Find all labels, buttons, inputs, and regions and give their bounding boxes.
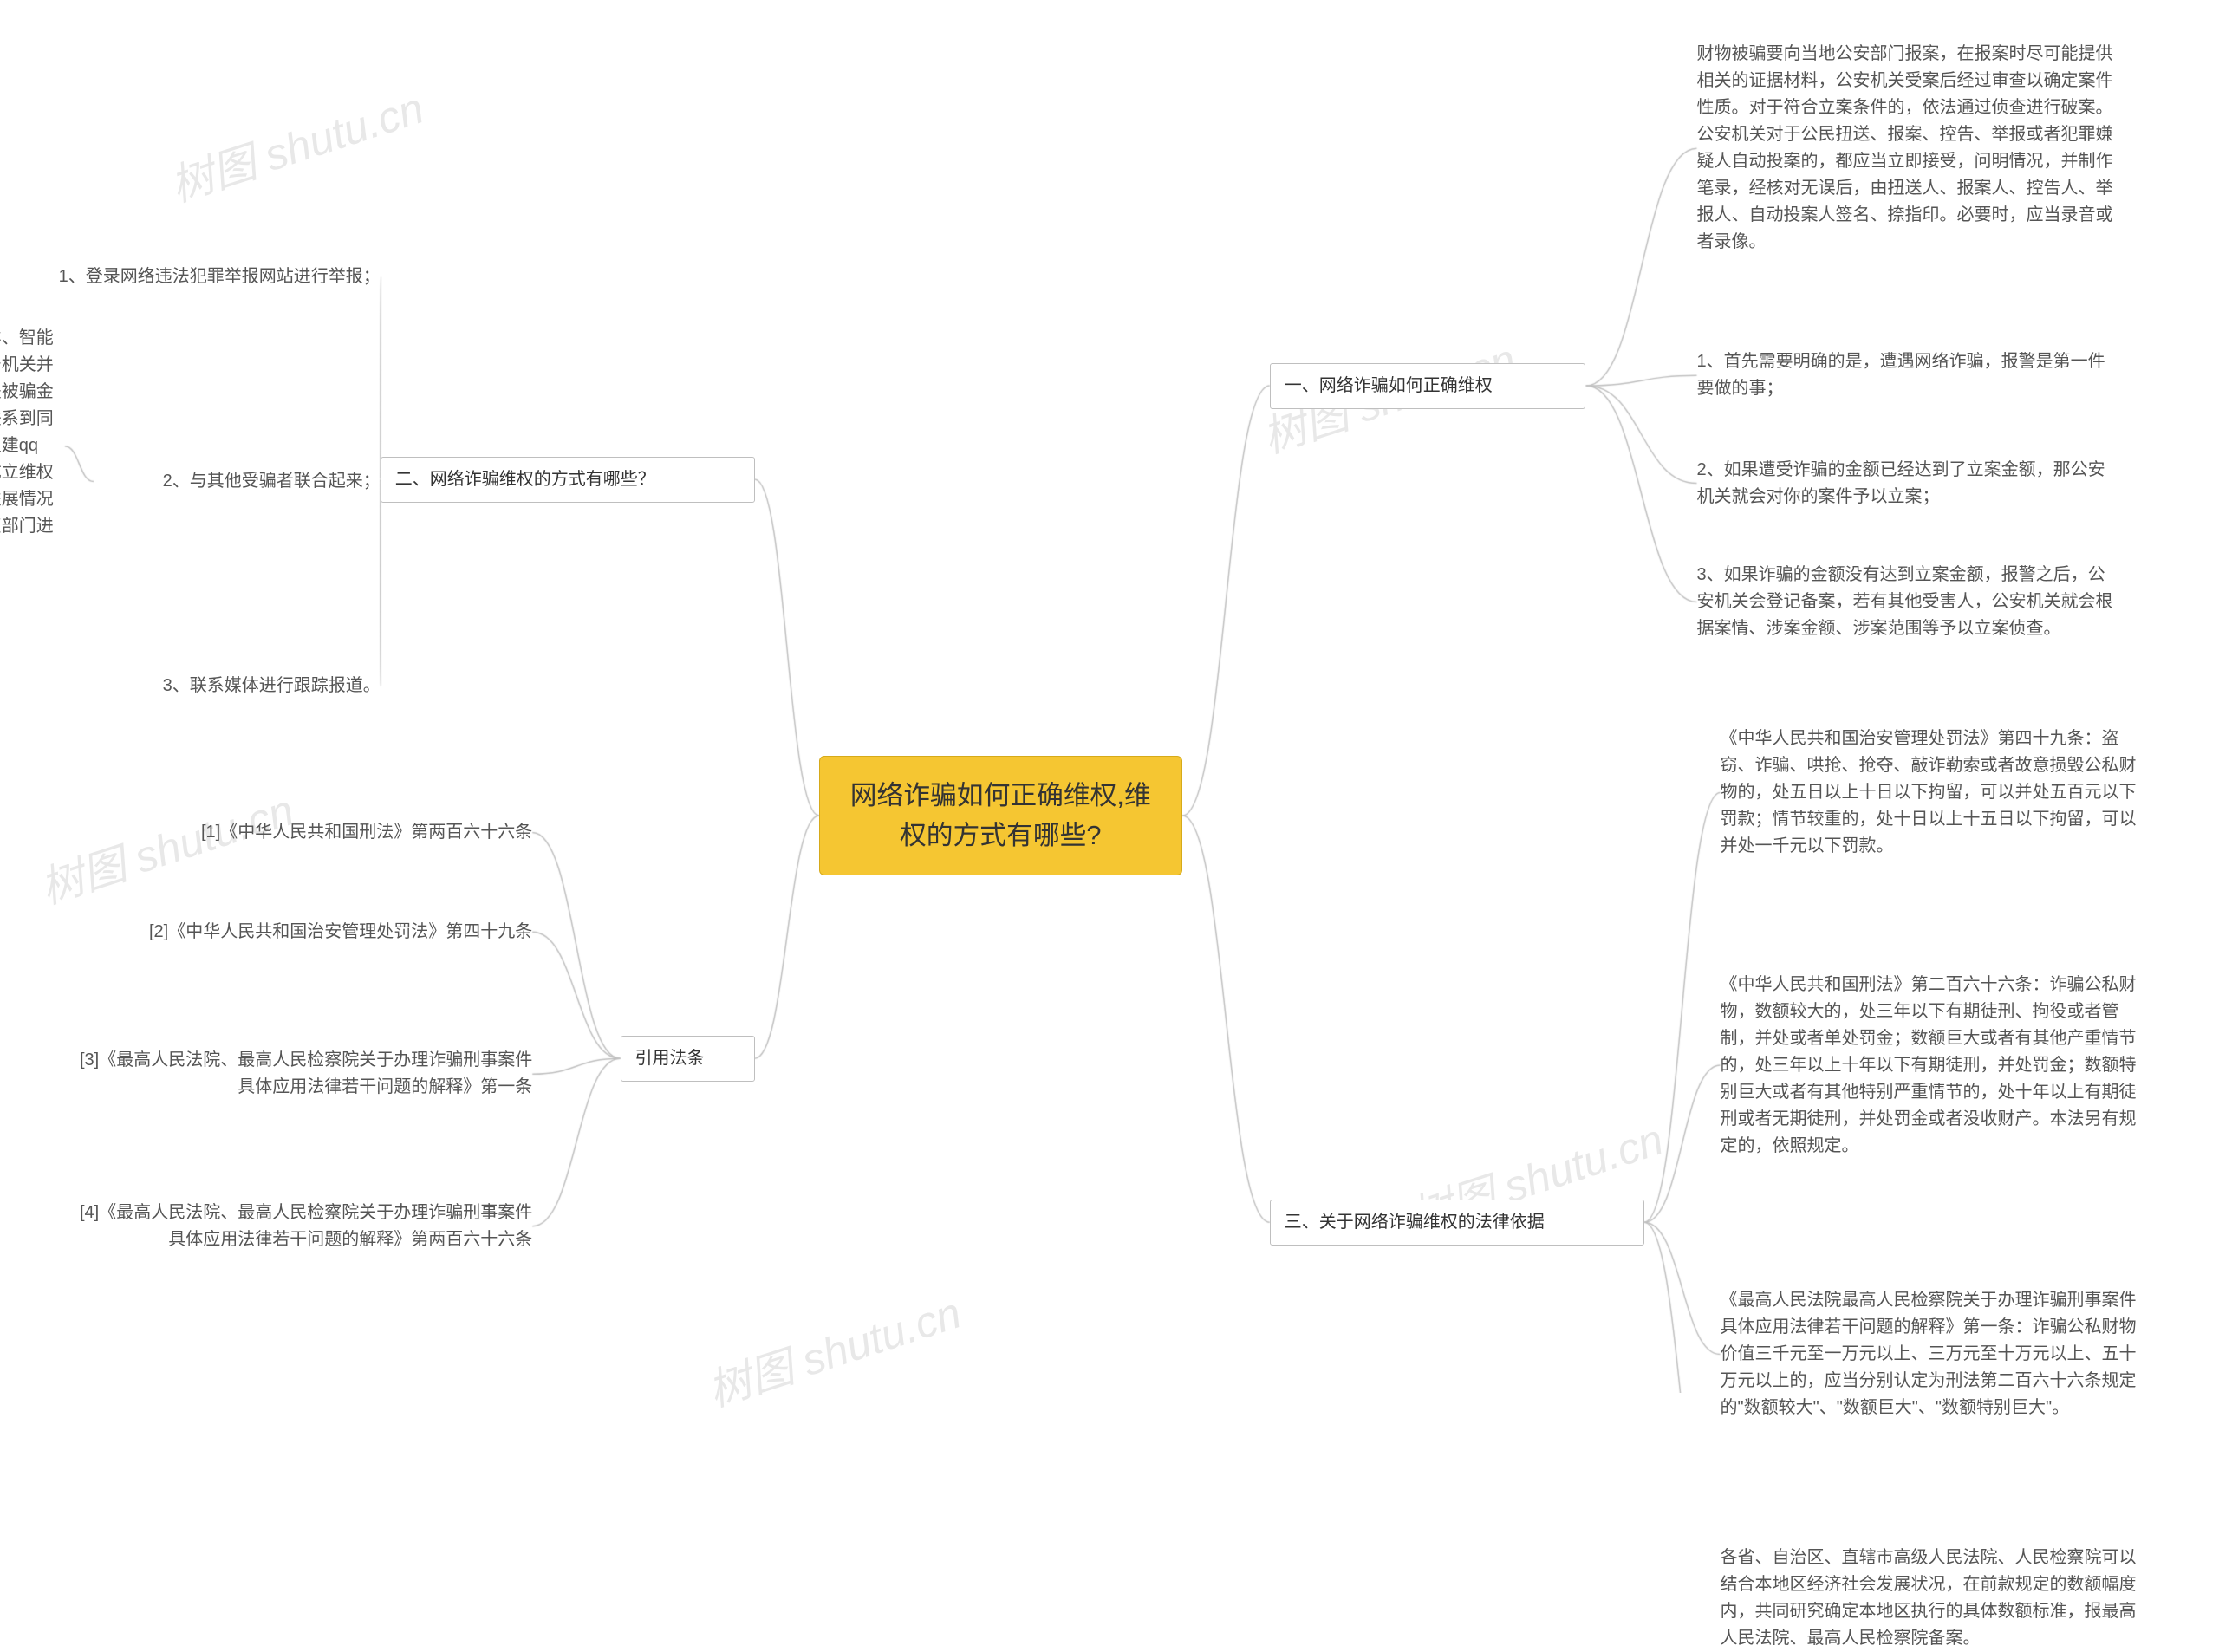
leaf-node: 各省、自治区、直辖市高级人民法院、人民检察院可以结合本地区经济社会发展状况，在前…	[1721, 1545, 2142, 1652]
leaf-node: 3、如果诈骗的金额没有达到立案金额，报警之后，公安机关会登记备案，若有其他受害人…	[1697, 562, 2118, 642]
leaf-node: 1、首先需要明确的是，遭遇网络诈骗，报警是第一件要做的事；	[1697, 348, 2118, 402]
leaf-node: [4]《最高人民法院、最高人民检察院关于办理诈骗刑事案件具体应用法律若干问题的解…	[64, 1200, 532, 1253]
leaf-node: 3、联系媒体进行跟踪报道。	[94, 673, 381, 699]
branch-node: 二、网络诈骗维权的方式有哪些？	[381, 457, 755, 503]
leaf-node: [3]《最高人民法院、最高人民检察院关于办理诈骗刑事案件具体应用法律若干问题的解…	[64, 1047, 532, 1101]
leaf-node: [1]《中华人民共和国刑法》第两百六十六条	[64, 819, 532, 846]
leaf-node: [2]《中华人民共和国治安管理处罚法》第四十九条	[64, 919, 532, 946]
leaf-node: 2、如果遭受诈骗的金额已经达到了立案金额，那公安机关就会对你的案件予以立案；	[1697, 457, 2118, 511]
leaf-node: 由于网络诈骗，具有跨地区、隐蔽性、多花样、智能型等特点，办案力度比较大，再加上目…	[0, 325, 64, 567]
mindmap-root: 网络诈骗如何正确维权,维权的方式有哪些?	[819, 756, 1182, 875]
leaf-node: 2、与其他受骗者联合起来；	[94, 468, 381, 495]
leaf-node: 财物被骗要向当地公安部门报案，在报案时尽可能提供相关的证据材料，公安机关受案后经…	[1697, 41, 2118, 256]
leaf-node: 《中华人民共和国治安管理处罚法》第四十九条：盗窃、诈骗、哄抢、抢夺、敲诈勒索或者…	[1721, 725, 2142, 860]
leaf-node: 《中华人民共和国刑法》第二百六十六条：诈骗公私财物，数额较大的，处三年以下有期徒…	[1721, 972, 2142, 1160]
branch-node: 一、网络诈骗如何正确维权	[1270, 363, 1586, 409]
leaf-node: 1、登录网络违法犯罪举报网站进行举报；	[0, 263, 381, 290]
branch-node: 三、关于网络诈骗维权的法律依据	[1270, 1200, 1644, 1246]
leaf-node: 《最高人民法院最高人民检察院关于办理诈骗刑事案件具体应用法律若干问题的解释》第一…	[1721, 1287, 2142, 1421]
branch-node: 引用法条	[621, 1036, 755, 1082]
